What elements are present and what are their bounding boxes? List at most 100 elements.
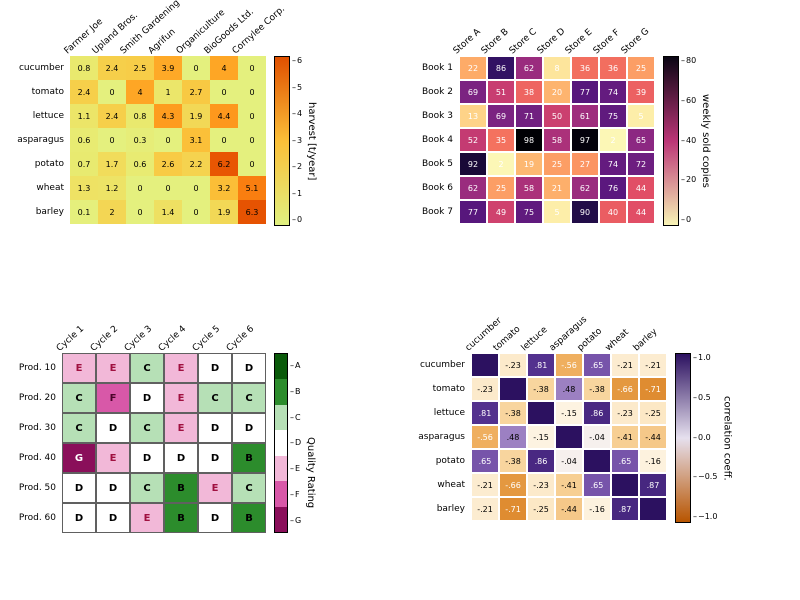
heatmap-cell: 38 [515,80,543,104]
xlabel: Store G [620,30,649,58]
heatmap-cell: -.38 [499,449,527,473]
heatmap-cell: 61 [571,104,599,128]
colorbar-label: weekly sold copies [700,94,711,188]
heatmap-cell: 62 [571,176,599,200]
heatmap-cell: -.23 [499,353,527,377]
ylabel: wheat [8,176,70,200]
heatmap-cell: 62 [515,56,543,80]
heatmap-cell: 71 [515,104,543,128]
heatmap-cell: 25 [487,176,515,200]
heatmap-cell: 2.5 [126,56,154,80]
heatmap-cell: 2.2 [182,152,210,176]
colorbar-label: correlation coeff. [721,396,732,481]
heatmap-cell: 0 [126,176,154,200]
ylabel: cucumber [8,56,70,80]
xlabel: Store E [564,30,593,58]
heatmap-cell: 6.2 [210,152,238,176]
heatmap-cell: 22 [459,56,487,80]
xlabel: Cycle 5 [191,324,224,356]
heatmap-cell: D [96,413,130,443]
heatmap-cell: 6.3 [238,200,266,224]
heatmap-cell: 97 [571,128,599,152]
heatmap-cell [583,449,611,473]
ylabel: Book 4 [409,128,459,152]
heatmap-cell: 4.4 [210,104,238,128]
heatmap-cell: 0 [210,80,238,104]
heatmap-cell: 77 [571,80,599,104]
heatmap-cell: -.56 [471,425,499,449]
heatmap-cell: 1 [154,80,182,104]
heatmap-cell: -.15 [527,425,555,449]
heatmap-cell: -.56 [555,353,583,377]
heatmap-cell: C [130,353,164,383]
heatmap-cell: 25 [543,152,571,176]
heatmap-cell: .48 [555,377,583,401]
heatmap-cell: 36 [571,56,599,80]
ylabel: asparagus [409,425,471,449]
heatmap-cell: E [164,383,198,413]
heatmap-cell: 1.9 [210,200,238,224]
heatmap-cell: D [62,503,96,533]
colorbar-label: harvest [t/year] [306,102,317,180]
heatmap-cell: 76 [599,176,627,200]
xlabel: BioGoods Ltd. [203,30,232,58]
heatmap-cell: 44 [627,200,655,224]
heatmap-cell: 20 [543,80,571,104]
heatmap-cell: -.41 [611,425,639,449]
heatmap-cell: 51 [487,80,515,104]
heatmap-cell: C [130,473,164,503]
xlabel: Upland Bros. [91,30,120,58]
heatmap-cell: E [96,353,130,383]
xlabel: Agrifun [147,30,176,58]
ylabel: tomato [409,377,471,401]
heatmap-cell: E [164,353,198,383]
ylabel: potato [8,152,70,176]
heatmap-cell: 49 [487,200,515,224]
xlabel: cucumber [464,327,493,355]
heatmap-cell: 35 [487,128,515,152]
ylabel: Prod. 20 [8,383,62,413]
heatmap-cell: 3.9 [154,56,182,80]
xlabel: potato [576,327,605,355]
heatmap-cell: 36 [599,56,627,80]
heatmap-cell: .87 [639,473,667,497]
heatmap-cell: 4 [126,80,154,104]
xlabel: Cycle 6 [225,324,258,356]
xlabel: Cycle 2 [89,324,122,356]
xlabel: Farmer Joe [63,30,92,58]
heatmap-cell: B [164,473,198,503]
heatmap-cell: 27 [571,152,599,176]
heatmap-cell: D [164,443,198,473]
correlation-heatmap: cucumber tomato lettuce asparagus potatowhea… [409,305,792,592]
heatmap-cell: 5 [627,104,655,128]
heatmap-cell: 98 [515,128,543,152]
heatmap-cell: -.71 [499,497,527,521]
ylabel: Prod. 60 [8,503,62,533]
heatmap-cell: 2 [487,152,515,176]
heatmap-cell: B [164,503,198,533]
heatmap-cell: D [96,503,130,533]
xlabel: wheat [604,327,633,355]
quality-rating-heatmap: Cycle 1Cycle 2Cycle 3Cycle 4Cycle 5Cycle… [8,305,391,592]
heatmap-cell: 2 [98,200,126,224]
heatmap-cell: 1.3 [70,176,98,200]
ylabel: lettuce [8,104,70,128]
xlabel: lettuce [520,327,549,355]
heatmap-cell: 0 [98,80,126,104]
heatmap-cell: 75 [599,104,627,128]
heatmap-cell: -.21 [611,353,639,377]
heatmap-cell: 44 [627,176,655,200]
heatmap-cell: 86 [487,56,515,80]
heatmap-cell: -.21 [471,497,499,521]
heatmap-cell: 1.1 [70,104,98,128]
ylabel: Book 1 [409,56,459,80]
heatmap-cell: 69 [459,80,487,104]
heatmap-cell: 4 [210,56,238,80]
ylabel: Book 6 [409,176,459,200]
heatmap-cell: -.04 [583,425,611,449]
heatmap-cell: 3.1 [182,128,210,152]
heatmap-cell: 2.6 [154,152,182,176]
heatmap-cell: 3.2 [210,176,238,200]
heatmap-cell: .65 [611,449,639,473]
xlabel: Cornylee Corp. [231,30,260,58]
